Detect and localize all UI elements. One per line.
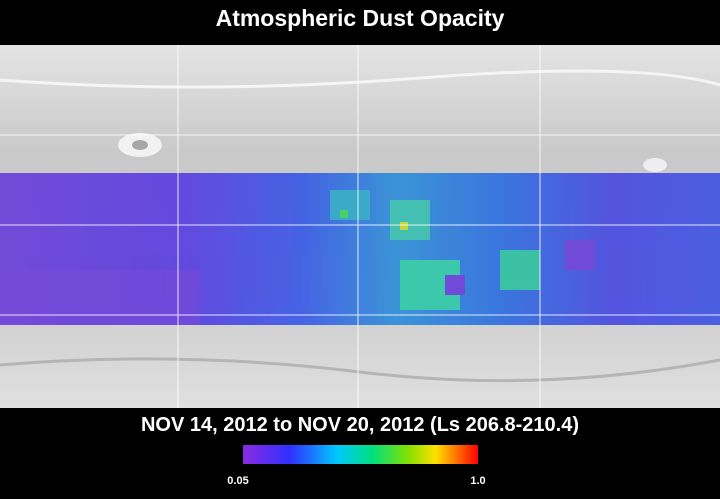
relief-feature xyxy=(0,69,720,89)
dust-patch xyxy=(0,270,200,325)
relief-feature xyxy=(0,357,720,383)
dust-patch xyxy=(340,210,348,218)
colorbar-max-label: 1.0 xyxy=(470,475,485,487)
dust-patch xyxy=(390,200,430,240)
graticule xyxy=(0,45,720,408)
dust-patch xyxy=(330,190,370,220)
map xyxy=(0,45,720,408)
dust-band xyxy=(0,173,720,325)
volcano xyxy=(643,158,667,172)
caldera xyxy=(132,140,148,150)
dust-patch xyxy=(500,250,540,290)
dust-patch xyxy=(400,222,408,230)
dust-patch xyxy=(445,275,465,295)
colorbar-min-label: 0.05 xyxy=(227,475,248,487)
date-range: NOV 14, 2012 to NOV 20, 2012 (Ls 206.8-2… xyxy=(141,414,579,436)
colorbar xyxy=(243,445,478,464)
title: Atmospheric Dust Opacity xyxy=(216,5,505,31)
dust-patch xyxy=(565,240,595,270)
